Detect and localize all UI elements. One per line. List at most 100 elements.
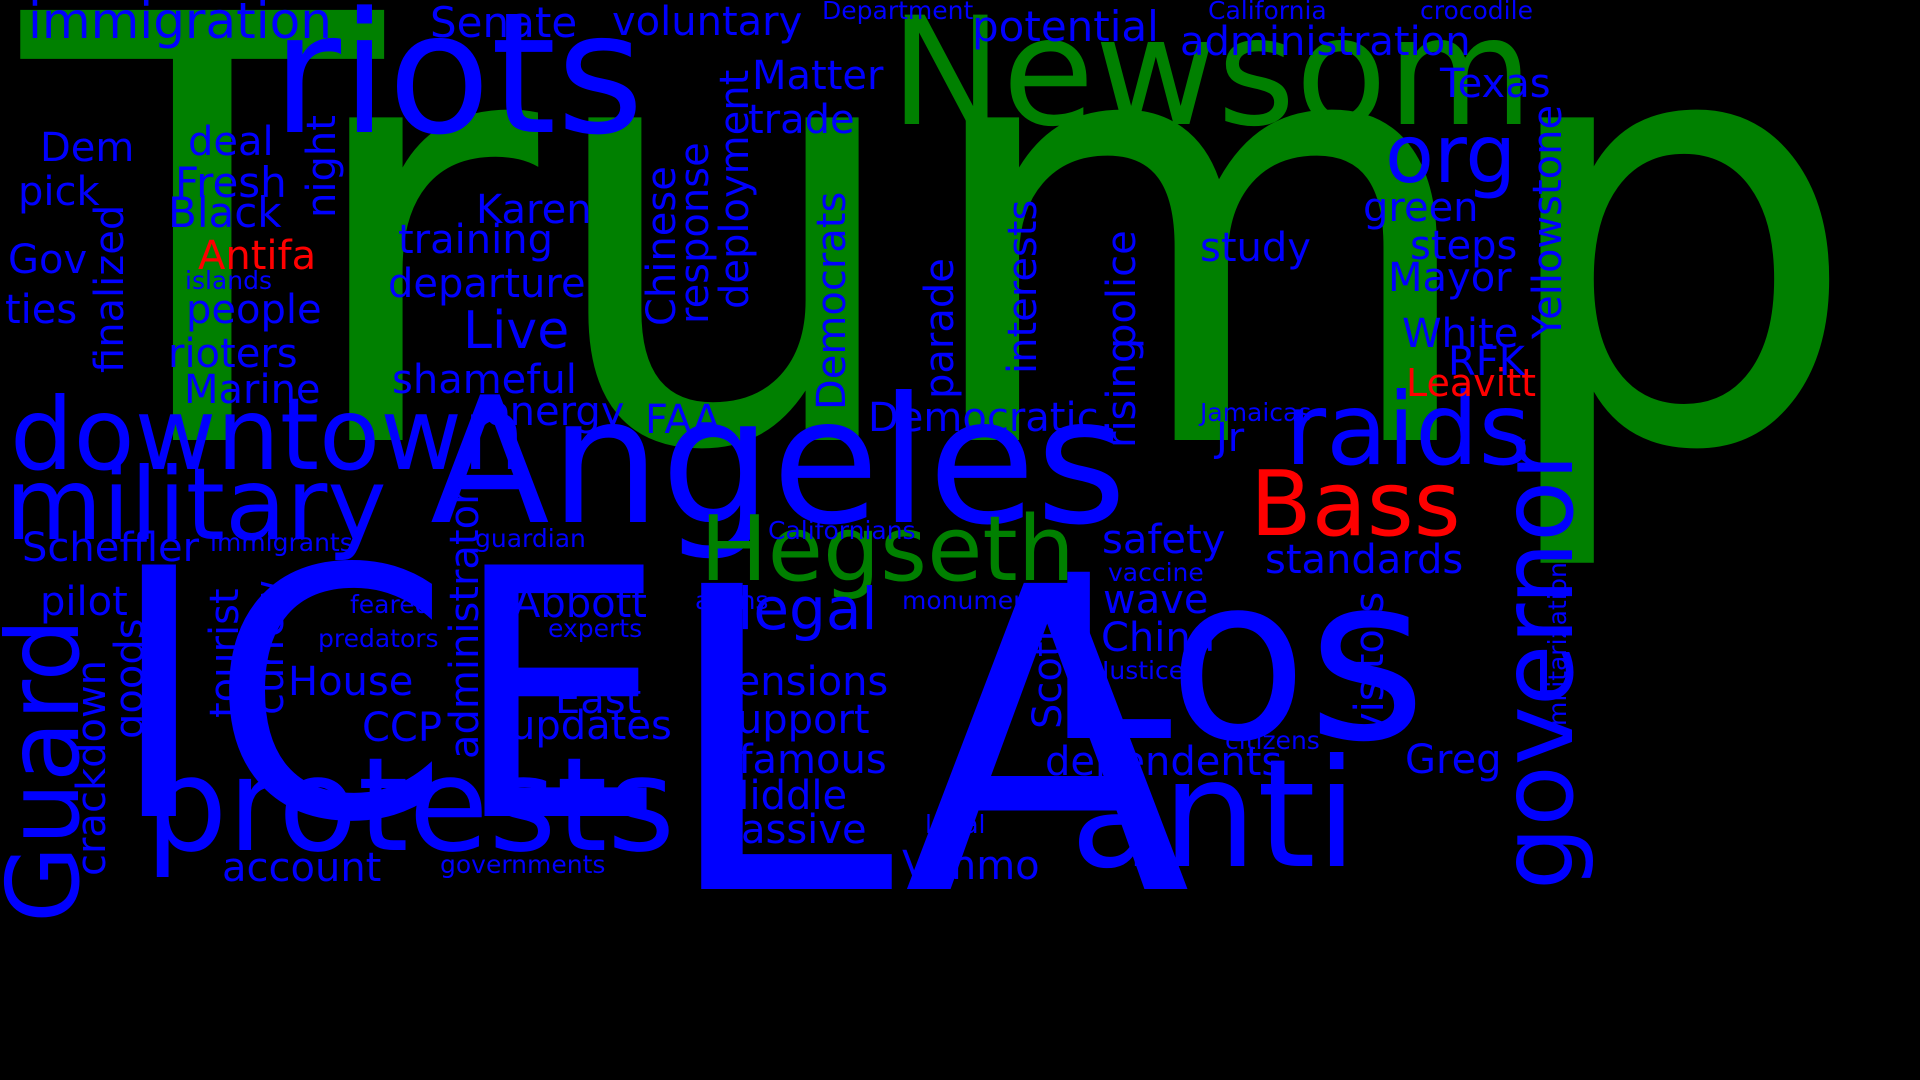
word-venmo: Venmo: [902, 843, 1040, 889]
word-response: response: [672, 142, 718, 324]
word-crocodile: crocodile: [1420, 0, 1533, 25]
word-islands: islands: [185, 266, 272, 295]
word-interests: interests: [1000, 199, 1046, 374]
word-gov: Gov: [8, 237, 88, 283]
word-texas: Texas: [1440, 61, 1551, 107]
word-live: Live: [463, 301, 570, 361]
word-guardian: guardian: [475, 524, 586, 553]
word-safety: safety: [1102, 517, 1226, 563]
word-predators: predators: [318, 624, 439, 653]
word-faa: FAA: [645, 397, 721, 443]
word-angeles: Angeles: [430, 361, 1127, 564]
word-visitors: visitors: [1347, 591, 1393, 736]
word-california: California: [1208, 0, 1327, 25]
word-green: green: [1363, 185, 1479, 231]
word-democratic: Democratic: [868, 395, 1099, 441]
word-departure: departure: [388, 261, 586, 307]
word-finalized: finalized: [87, 204, 133, 373]
word-police: police: [1099, 230, 1145, 349]
word-steps: steps: [1410, 223, 1518, 269]
word-pick: pick: [18, 169, 100, 215]
word-californians: Californians: [768, 516, 916, 545]
word-feared: feared: [350, 590, 431, 619]
word-jamaicas: Jamaicas: [1200, 398, 1312, 427]
word-east: East: [555, 677, 642, 723]
word-white: White: [1402, 311, 1519, 357]
word-matter: Matter: [752, 53, 884, 99]
word-voluntary: voluntary: [612, 0, 803, 45]
word-study: study: [1200, 225, 1311, 271]
word-deployment: deployment: [712, 69, 758, 309]
word-governor: governor: [1479, 439, 1596, 890]
word-leavitt: Leavitt: [1406, 361, 1537, 405]
word-parade: parade: [917, 258, 963, 399]
word-trade: trade: [748, 97, 855, 143]
word-curfew: curfew: [247, 579, 293, 715]
word-yellowstone: Yellowstone: [1525, 104, 1571, 339]
word-raids: raids: [1285, 371, 1531, 488]
word-la: LA: [660, 500, 1191, 989]
word-protests: protests: [145, 729, 676, 881]
word-administrator: administrator: [442, 488, 488, 759]
word-democrats: Democrats: [809, 191, 855, 410]
word-immigrants: immigrants: [210, 528, 353, 557]
word-illegal: illegal: [705, 575, 878, 643]
word-military: military: [5, 446, 387, 563]
word-bass: Bass: [1250, 452, 1461, 557]
word-senate: Senate: [430, 0, 578, 47]
word-rioters: rioters: [168, 331, 298, 377]
word-wave: wave: [1103, 577, 1209, 623]
word-rfk: RFK: [1448, 339, 1526, 385]
word-trump: Trump: [22, 0, 1862, 580]
word-energy: energy: [485, 389, 625, 435]
word-jr: Jr: [1216, 415, 1245, 461]
word-justice: Justice: [1102, 656, 1185, 685]
word-crackdown: crackdown: [69, 659, 115, 876]
word-pilot: pilot: [40, 579, 128, 625]
word-abbott: Abbott: [513, 581, 647, 627]
word-ice: ICE: [108, 497, 669, 898]
word-monuments: monuments: [902, 586, 1052, 615]
word-china: China: [1101, 615, 1216, 661]
word-dem: Dem: [40, 125, 135, 171]
word-dependents: dependents: [1045, 739, 1283, 785]
word-department: Department: [822, 0, 974, 25]
word-house: House: [288, 659, 414, 705]
word-shameful: shameful: [392, 357, 577, 403]
word-deal: deal: [188, 119, 274, 165]
word-immigration: immigration: [28, 0, 332, 50]
word-aliens: aliens: [695, 586, 769, 615]
word-riots: riots: [272, 0, 644, 172]
word-people: people: [186, 287, 322, 333]
word-updates: updates: [510, 703, 672, 749]
word-ccp: CCP: [362, 705, 442, 751]
word-karen: Karen: [476, 187, 592, 233]
word-training: training: [398, 217, 553, 263]
word-newsom: Newsom: [890, 0, 1534, 160]
word-tensions: tensions: [720, 659, 889, 705]
word-experts: experts: [548, 614, 643, 643]
word-downtown: downtown: [10, 376, 526, 493]
word-massive: massive: [702, 807, 867, 853]
word-rising: rising: [1099, 337, 1145, 448]
word-vaccine: vaccine: [1108, 558, 1204, 587]
word-org: org: [1385, 108, 1517, 201]
word-anti: anti: [1070, 728, 1358, 902]
word-marine: Marine: [184, 367, 321, 413]
word-black: Black: [168, 188, 282, 237]
word-antifa: Antifa: [198, 233, 317, 279]
word-militarization: militarization: [1543, 562, 1572, 726]
word-greg: Greg: [1405, 737, 1502, 783]
word-support: support: [716, 697, 870, 743]
word-scheffler: Scheffler: [22, 525, 200, 571]
word-standards: standards: [1265, 537, 1464, 583]
word-los: Los: [1045, 526, 1427, 792]
word-citizens: citizens: [1225, 726, 1320, 755]
word-middle: Middle: [715, 773, 848, 819]
word-legal: legal: [925, 810, 986, 839]
word-account: account: [222, 845, 382, 891]
word-fresh: Fresh: [175, 158, 287, 207]
word-night: night: [299, 115, 345, 218]
word-administration: administration: [1180, 19, 1471, 65]
word-tourist: tourist: [202, 588, 248, 718]
